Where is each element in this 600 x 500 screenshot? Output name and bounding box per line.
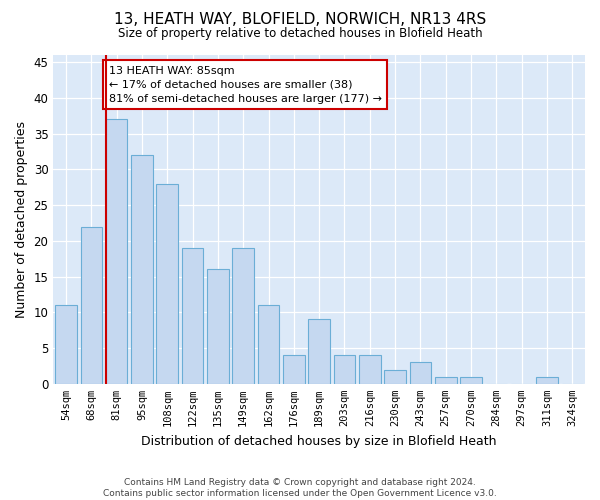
Text: 13 HEATH WAY: 85sqm
← 17% of detached houses are smaller (38)
81% of semi-detach: 13 HEATH WAY: 85sqm ← 17% of detached ho… — [109, 66, 382, 104]
Bar — [157, 184, 178, 384]
Bar — [410, 362, 431, 384]
Bar — [359, 355, 380, 384]
Bar — [55, 305, 77, 384]
Bar — [207, 270, 229, 384]
Bar — [460, 376, 482, 384]
Bar — [258, 305, 279, 384]
Bar — [80, 226, 102, 384]
Y-axis label: Number of detached properties: Number of detached properties — [15, 121, 28, 318]
Bar — [385, 370, 406, 384]
X-axis label: Distribution of detached houses by size in Blofield Heath: Distribution of detached houses by size … — [142, 434, 497, 448]
Bar — [435, 376, 457, 384]
Bar — [232, 248, 254, 384]
Bar — [182, 248, 203, 384]
Bar — [131, 155, 152, 384]
Text: 13, HEATH WAY, BLOFIELD, NORWICH, NR13 4RS: 13, HEATH WAY, BLOFIELD, NORWICH, NR13 4… — [114, 12, 486, 28]
Bar — [283, 355, 305, 384]
Bar — [334, 355, 355, 384]
Bar — [308, 320, 330, 384]
Bar — [106, 120, 127, 384]
Bar — [536, 376, 558, 384]
Text: Size of property relative to detached houses in Blofield Heath: Size of property relative to detached ho… — [118, 28, 482, 40]
Text: Contains HM Land Registry data © Crown copyright and database right 2024.
Contai: Contains HM Land Registry data © Crown c… — [103, 478, 497, 498]
